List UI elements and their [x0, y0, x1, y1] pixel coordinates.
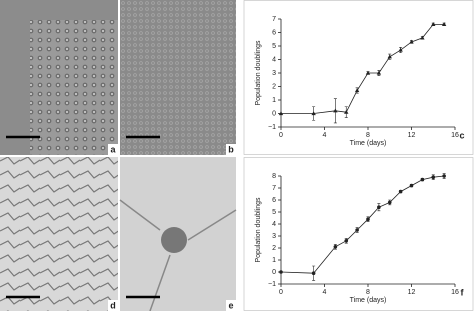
data-point: [333, 108, 338, 113]
x-axis-label: Time (days): [350, 297, 387, 304]
data-point: [431, 22, 436, 26]
y-tick-label: 8: [272, 173, 276, 180]
data-point: [387, 200, 392, 205]
data-point: [377, 205, 381, 209]
series-line: [280, 175, 445, 274]
y-tick-label: 0: [272, 269, 276, 276]
data-point: [376, 70, 382, 75]
y-tick-label: 1: [272, 97, 276, 104]
data-point: [354, 88, 360, 93]
y-tick-label: 3: [272, 70, 276, 77]
y-tick-label: 6: [272, 197, 276, 204]
data-point: [278, 111, 284, 116]
x-tick-label: 12: [408, 289, 416, 296]
panel-label: f: [461, 287, 465, 297]
data-point: [387, 54, 392, 59]
x-tick-label: 0: [279, 132, 283, 139]
micrograph-b: [120, 0, 236, 155]
panel-label: c: [459, 130, 464, 140]
x-tick-label: 12: [408, 132, 416, 139]
y-axis-label: Population doublings: [255, 40, 262, 105]
x-tick-label: 8: [366, 132, 370, 139]
panel-frame: [243, 157, 474, 311]
y-tick-label: 5: [272, 43, 276, 50]
y-tick-label: 2: [272, 245, 276, 252]
data-point: [442, 174, 446, 178]
x-tick-label: 4: [323, 289, 327, 296]
panel-label: a: [110, 144, 116, 154]
y-tick-label: 0: [272, 110, 276, 117]
y-tick-label: 3: [272, 233, 276, 240]
micrograph-a: [0, 0, 118, 155]
data-point: [420, 35, 425, 40]
x-tick-label: 8: [366, 289, 370, 296]
x-tick-label: 16: [451, 132, 459, 139]
data-point: [333, 245, 338, 249]
data-point: [365, 70, 371, 75]
series-line: [281, 24, 445, 114]
x-axis-label: Time (days): [350, 140, 387, 147]
data-point: [344, 239, 349, 243]
y-tick-label: 7: [272, 185, 276, 192]
label-box: [226, 144, 236, 155]
y-tick-label: 5: [272, 209, 276, 216]
y-tick-label: 6: [272, 29, 276, 36]
label-box: [108, 300, 118, 311]
micrograph-e: [119, 157, 237, 312]
label-box: [108, 144, 118, 155]
y-tick-label: −1: [268, 281, 276, 288]
data-point: [431, 175, 436, 179]
data-point: [366, 217, 370, 221]
data-point: [409, 183, 414, 188]
panel-label: e: [228, 300, 233, 310]
panel-label: b: [228, 144, 234, 154]
x-tick-label: 0: [279, 289, 283, 296]
panel-frame: [243, 0, 474, 155]
data-point: [398, 189, 403, 194]
data-point: [311, 271, 316, 276]
y-tick-label: 7: [272, 16, 276, 23]
y-tick-label: −1: [268, 124, 276, 131]
data-point: [420, 177, 425, 182]
y-tick-label: 2: [272, 83, 276, 90]
panel-label: d: [110, 300, 116, 310]
data-point: [398, 47, 403, 52]
data-point: [441, 22, 447, 26]
axes: [280, 176, 455, 285]
micrograph-d: [0, 157, 118, 311]
data-point: [344, 109, 349, 114]
y-tick-label: 4: [272, 221, 276, 228]
y-tick-label: 1: [272, 257, 276, 264]
y-tick-label: 4: [272, 56, 276, 63]
y-axis-label: Population doublings: [255, 197, 262, 262]
x-tick-label: 4: [323, 132, 327, 139]
data-point: [311, 111, 316, 116]
data-point: [409, 39, 414, 44]
data-point: [279, 270, 283, 274]
data-point: [355, 228, 359, 232]
x-tick-label: 16: [451, 289, 459, 296]
label-box: [226, 300, 236, 311]
